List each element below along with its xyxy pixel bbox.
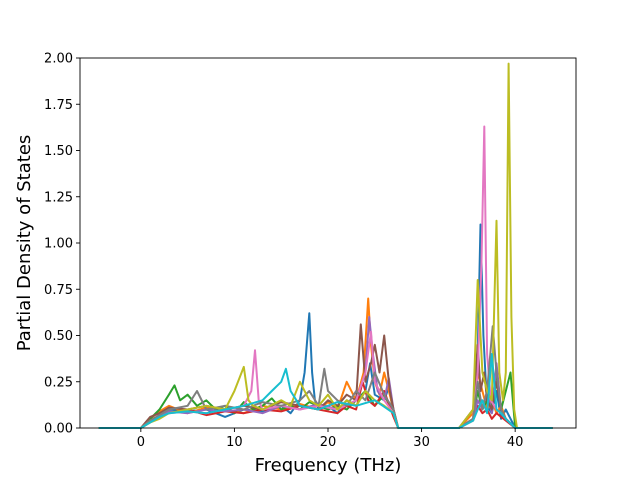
x-tick-label: 0 [137, 435, 145, 450]
y-tick-label: 1.75 [44, 98, 73, 113]
y-tick-label: 0.75 [44, 283, 73, 298]
y-tick-label: 0.50 [44, 329, 73, 344]
series-line-10 [98, 353, 553, 429]
x-tick-label: 30 [413, 435, 430, 450]
y-tick-label: 1.25 [44, 190, 73, 205]
y-tick-label: 1.00 [44, 237, 73, 252]
x-tick-label: 40 [507, 435, 524, 450]
y-tick-label: 0.25 [44, 375, 73, 390]
x-axis-title: Frequency (THz) [255, 455, 402, 476]
y-tick-label: 2.00 [44, 52, 73, 67]
series-layer [98, 62, 553, 429]
y-tick-label: 0.00 [44, 422, 73, 437]
y-tick-label: 1.50 [44, 144, 73, 159]
x-tick-label: 10 [226, 435, 243, 450]
y-axis: 0.00 0.25 0.50 0.75 1.00 1.25 1.50 1.75 2.00 [44, 52, 80, 437]
x-tick-label: 20 [320, 435, 337, 450]
y-axis-title: Partial Density of States [14, 135, 35, 352]
x-axis: 0 10 20 30 40 [137, 428, 524, 450]
